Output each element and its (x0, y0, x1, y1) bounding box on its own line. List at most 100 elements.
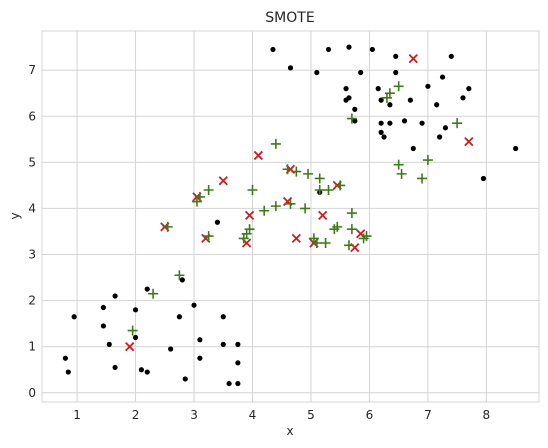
original-point (235, 360, 241, 366)
y-tick-label: 7 (28, 63, 36, 77)
original-point (144, 286, 150, 292)
grid-lines (42, 31, 539, 402)
x-marker-point (291, 233, 301, 244)
y-tick-label: 2 (28, 294, 36, 308)
original-point (220, 341, 226, 347)
original-point (352, 118, 358, 124)
original-point (378, 120, 384, 126)
original-point (346, 44, 352, 50)
plus-marker-point (332, 221, 343, 232)
original-point (425, 83, 431, 89)
original-point (197, 337, 203, 343)
plus-marker-point (270, 201, 281, 212)
plus-marker-point (346, 208, 357, 219)
y-tick-label: 5 (28, 155, 36, 169)
original-point (378, 129, 384, 135)
x-marker-point (464, 136, 474, 147)
original-point (214, 219, 221, 225)
original-point (352, 106, 358, 112)
x-marker-point (244, 210, 255, 220)
plus-marker-point (346, 113, 357, 124)
plus-marker-point (291, 166, 302, 177)
original-point (434, 102, 440, 108)
plus-marker-point (384, 88, 395, 99)
y-tick-label: 0 (28, 386, 36, 400)
original-point (270, 46, 276, 53)
plot-area (41, 30, 540, 403)
original-point (168, 346, 174, 352)
plus-marker-point (346, 224, 357, 235)
original-point (179, 277, 185, 283)
original-point (419, 120, 425, 126)
original-point (375, 86, 381, 92)
plus-marker-point (148, 288, 159, 299)
original-point (65, 369, 71, 375)
original-point (437, 134, 443, 140)
plus-marker-point (311, 238, 322, 248)
original-point (381, 134, 387, 140)
original-point (62, 355, 68, 361)
original-point (226, 380, 232, 387)
x-marker-point (218, 176, 228, 186)
x-tick-label: 3 (190, 408, 198, 422)
y-axis-label: y (8, 212, 22, 219)
original-point (480, 175, 487, 182)
plus-marker-point (422, 155, 433, 166)
original-point (112, 364, 118, 371)
x-tick-label: 2 (132, 408, 140, 422)
original-point (460, 95, 466, 101)
original-point (387, 120, 393, 126)
original-point (235, 341, 241, 347)
chart-title: SMOTE (265, 10, 314, 26)
plus-marker-point (417, 173, 428, 184)
plus-marker-point (259, 205, 270, 216)
original-point (176, 314, 183, 320)
plus-marker-point (323, 185, 334, 195)
plus-marker-point (127, 325, 138, 336)
plus-marker-point (300, 203, 311, 214)
plus-marker-point (247, 185, 258, 195)
x-tick-label: 6 (366, 408, 374, 422)
original-point (132, 307, 139, 313)
x-marker-point (408, 54, 418, 64)
plus-marker-point (361, 231, 372, 242)
original-point (325, 46, 332, 53)
plus-marker-point (452, 118, 463, 129)
original-point (106, 341, 112, 347)
y-tick-label: 3 (28, 248, 36, 262)
x-tick-label: 1 (73, 408, 81, 422)
original-point (346, 95, 352, 101)
x-marker-point (125, 342, 135, 352)
original-point (442, 125, 449, 131)
original-point (466, 86, 472, 92)
y-tick-label: 1 (28, 340, 36, 354)
x-tick-label: 4 (249, 408, 257, 422)
original-point (100, 323, 106, 329)
original-point (182, 376, 188, 382)
original-point (100, 304, 106, 311)
plus-marker-point (203, 231, 214, 242)
original-point (393, 53, 399, 59)
plus-marker-point (393, 159, 404, 170)
plus-marker-point (396, 168, 407, 179)
tick-labels: 1 2 3 4 5 6 7 8 0 1 2 3 4 5 6 7 (28, 63, 490, 422)
plus-marker-point (393, 81, 404, 92)
data-points (62, 44, 519, 387)
original-point (235, 380, 241, 387)
y-tick-label: 6 (28, 109, 36, 123)
original-point (112, 293, 118, 299)
plus-marker-point (174, 270, 185, 281)
original-point (358, 69, 364, 76)
original-point (407, 97, 413, 103)
original-point (191, 302, 197, 308)
plus-marker-point (285, 198, 296, 209)
original-point (410, 145, 416, 152)
original-point (513, 145, 519, 152)
original-point (387, 102, 393, 108)
original-point (144, 369, 150, 375)
original-point (343, 86, 349, 92)
original-point (378, 97, 384, 103)
x-axis-label: x (286, 424, 293, 438)
